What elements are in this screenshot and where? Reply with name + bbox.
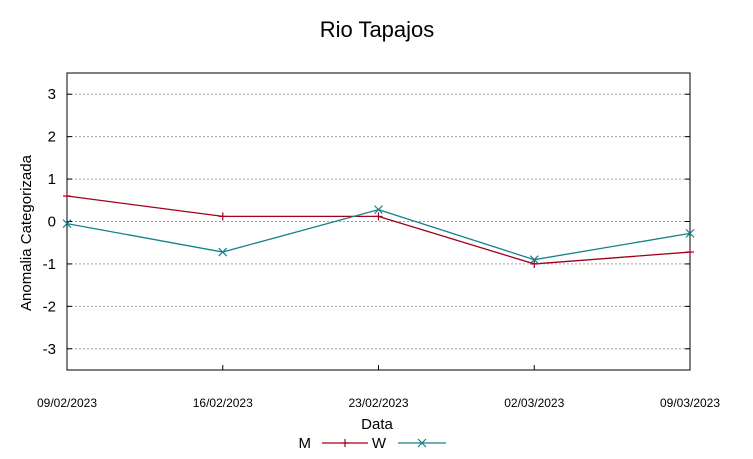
y-axis-label: Anomalia Categorizada: [18, 154, 35, 311]
x-tick-label: 23/02/2023: [348, 396, 408, 410]
legend-marker-m: [341, 439, 349, 447]
grid-layer: [67, 93, 690, 350]
data-point-w: [374, 205, 383, 215]
data-point-w: [62, 219, 72, 229]
x-tick-label: 02/03/2023: [504, 396, 564, 410]
data-point-m: [374, 212, 383, 221]
y-tick-label: 0: [48, 214, 56, 231]
data-point-m: [686, 248, 694, 257]
data-point-m: [530, 259, 539, 268]
y-tick-label: -3: [43, 341, 56, 358]
chart-title: Rio Tapajos: [320, 17, 435, 42]
legend-label-w: W: [372, 435, 387, 452]
x-tick-label: 09/02/2023: [37, 396, 97, 410]
data-point-m: [218, 212, 227, 221]
y-tick-label: -2: [43, 298, 56, 315]
y-tick-label: 3: [48, 86, 56, 103]
x-tick-label: 09/03/2023: [660, 396, 720, 410]
marker-stroke: [62, 219, 72, 229]
marker-stroke: [374, 205, 383, 215]
data-point-w: [529, 255, 539, 265]
legend-marker-w: [417, 438, 427, 448]
data-point-w: [685, 228, 695, 238]
data-point-m: [63, 192, 71, 201]
y-tick-label: 2: [48, 129, 56, 146]
series-layer: [62, 192, 695, 268]
series-line-m: [66, 195, 691, 265]
y-tick-label: 1: [48, 171, 56, 188]
data-point-w: [218, 247, 228, 257]
marker-stroke: [218, 247, 228, 257]
x-axis-label: Data: [361, 416, 393, 433]
marker-stroke: [685, 228, 695, 238]
y-tick-label: -1: [43, 256, 56, 273]
x-tick-label: 16/02/2023: [193, 396, 253, 410]
marker-stroke: [529, 255, 539, 265]
legend-label-m: M: [299, 435, 312, 452]
tick-layer: 3 2 1 0 -1 -2 -3 09/02/2023 16/02/2023 23/02/2023…: [37, 86, 720, 410]
marker-stroke: [417, 438, 427, 448]
